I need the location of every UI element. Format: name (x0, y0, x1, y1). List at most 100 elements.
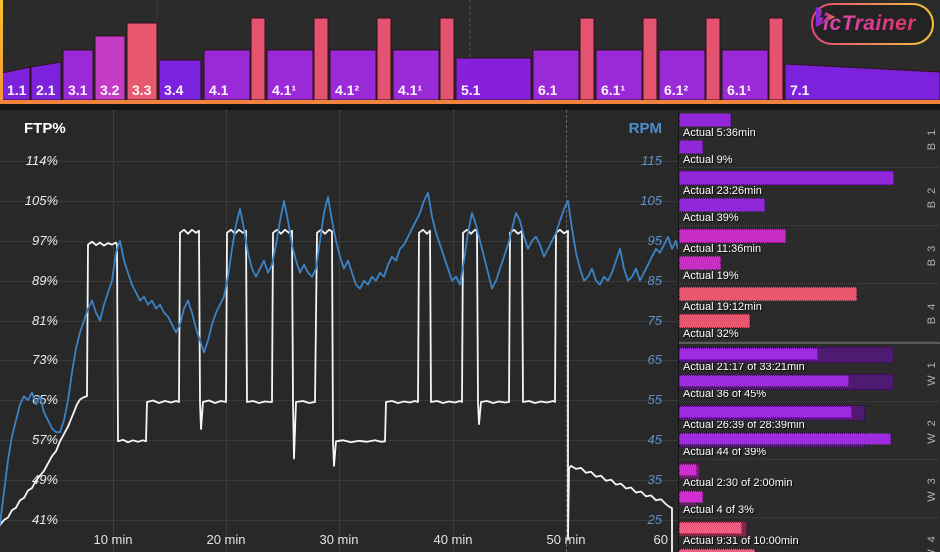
profile-segment-label: 4.1¹ (272, 82, 296, 98)
result-row-label: Actual 19:12min (683, 301, 762, 313)
result-bar-group (679, 463, 940, 479)
v-gridline (566, 110, 567, 552)
result-row-label: Actual 4 of 3% (683, 504, 754, 516)
section-label: W 4 (926, 533, 938, 552)
result-bar-group (679, 171, 940, 185)
play-bolt-icon (815, 6, 836, 28)
right-axis-tick: 105 (640, 193, 662, 208)
actual-bar (679, 113, 732, 127)
profile-segment-label: 3.3 (132, 82, 152, 98)
v-gridline (113, 110, 114, 552)
result-row-label: Actual 5:36min (683, 127, 756, 139)
profile-segment (94, 35, 126, 100)
results-panel: Actual 5:36min Actual 9% B 1 Actual 23:26mi… (678, 110, 940, 552)
section-label: B 3 (926, 243, 938, 266)
v-gridline (453, 110, 454, 552)
right-axis-tick: 65 (647, 352, 662, 367)
result-row-label: Actual 21:17 of 33:21min (683, 361, 805, 373)
section-label: B 4 (926, 301, 938, 324)
workout-profile: 1.1 2.1 3.1 3.2 3.3 3.4 4.1 4.1¹ 4.1² 4.1¹ 5.1 6.1 6… (0, 0, 940, 110)
x-axis-label: 20 min (206, 532, 246, 547)
profile-segment (203, 49, 251, 100)
right-axis-tick: 85 (647, 273, 662, 288)
main-chart: 114% 115 105% 105 97% 95 89% 85 81% 75 73% 65 65% 55 5… (0, 110, 678, 552)
x-axis-label: 50 min (546, 532, 586, 547)
result-section: Actual 11:36min Actual 19% B 3 (679, 226, 940, 284)
rpm-line (0, 192, 678, 525)
profile-segment (329, 49, 377, 100)
left-axis-title: FTP% (24, 120, 66, 137)
actual-bar (679, 522, 742, 534)
result-bar-group (679, 140, 940, 154)
profile-sprint-bar (439, 17, 455, 100)
result-row-label: Actual 2:30 of 2:00min (683, 477, 793, 489)
actual-bar (679, 171, 894, 185)
section-label: W 2 (926, 417, 938, 444)
x-axis-label: 30 min (319, 532, 359, 547)
result-bar-group (679, 521, 940, 537)
profile-sprint-bar (705, 17, 721, 100)
v-gridline (339, 110, 340, 552)
left-axis-tick: 41% (31, 512, 58, 527)
result-row-label: Actual 36 of 45% (683, 388, 767, 400)
right-axis-title: RPM (628, 120, 662, 137)
profile-segment (721, 49, 769, 100)
right-axis-tick: 115 (641, 153, 662, 168)
profile-segment-label: 4.1 (209, 82, 229, 98)
actual-bar (679, 140, 703, 154)
result-bar-group (679, 490, 940, 506)
x-axis-label: 10 min (93, 532, 133, 547)
profile-segment-label: 3.2 (100, 82, 120, 98)
profile-segment (266, 49, 314, 100)
actual-bar (679, 287, 858, 301)
ftp-line (0, 228, 673, 552)
right-axis-tick: 35 (647, 472, 662, 487)
actual-bar (679, 314, 750, 328)
result-bar-group (679, 256, 940, 270)
right-axis-tick: 75 (647, 313, 662, 328)
left-axis-tick: 89% (31, 273, 58, 288)
profile-divider (0, 104, 940, 110)
result-bar-group (679, 374, 940, 390)
result-bar-group (679, 548, 940, 552)
result-row-label: Actual 9% (683, 154, 733, 166)
profile-segment (658, 49, 706, 100)
right-axis-tick: 45 (647, 432, 662, 447)
result-row-label: Actual 32% (683, 328, 739, 340)
x-axis-label: 60 (653, 532, 668, 547)
result-bar-group (679, 113, 940, 127)
actual-bar (679, 549, 755, 552)
left-axis-tick: 65% (31, 392, 58, 407)
ictrainer-logo: icTrainer (811, 3, 934, 45)
actual-bar (679, 464, 698, 476)
profile-segment (455, 57, 532, 100)
profile-sprint-bar (768, 17, 784, 100)
profile-segment (392, 49, 440, 100)
left-axis-tick: 49% (31, 472, 58, 487)
actual-bar (679, 348, 818, 360)
workout-profile-bars: 1.1 2.1 3.1 3.2 3.3 3.4 4.1 4.1¹ 4.1² 4.1¹ 5.1 6.1 6… (1, 0, 940, 100)
profile-segment-label: 6.1¹ (727, 82, 751, 98)
result-bar-group (679, 347, 940, 363)
profile-start-marker (0, 0, 3, 103)
result-row-label: Actual 9:31 of 10:00min (683, 535, 799, 547)
result-section: Actual 5:36min Actual 9% B 1 (679, 110, 940, 168)
profile-segment-label: 7.1 (790, 82, 810, 98)
right-axis-tick: 25 (647, 512, 662, 527)
actual-bar (679, 229, 787, 243)
profile-sprint-bar (579, 17, 595, 100)
profile-sprint-bar (250, 17, 266, 100)
profile-sprint-bar (642, 17, 658, 100)
left-axis-tick: 73% (31, 352, 58, 367)
profile-segment-label: 6.1 (538, 82, 558, 98)
actual-bar (679, 198, 766, 212)
result-section: Actual 2:30 of 2:00min Actual 4 of 3% W 3 (679, 460, 940, 518)
actual-bar (679, 406, 852, 418)
result-row-label: Actual 26:39 of 28:39min (683, 419, 805, 431)
profile-segment (30, 61, 62, 100)
profile-segment-label: 6.1² (664, 82, 688, 98)
profile-sprint-bar (376, 17, 392, 100)
result-bar-group (679, 198, 940, 212)
actual-bar (679, 433, 892, 445)
